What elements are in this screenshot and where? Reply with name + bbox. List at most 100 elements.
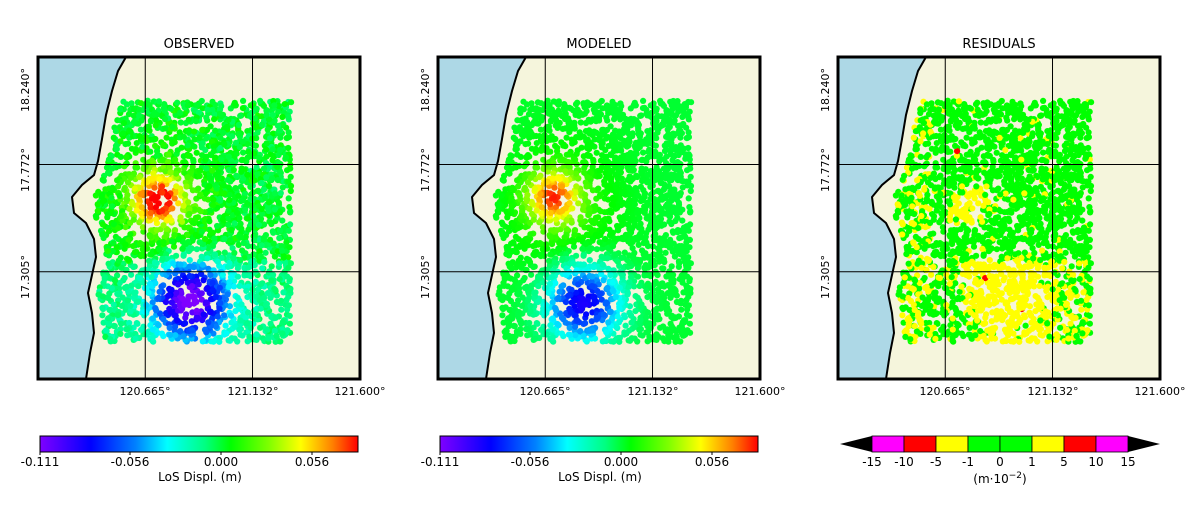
data-point <box>123 283 130 290</box>
data-point <box>612 293 619 300</box>
data-point <box>204 284 211 292</box>
data-point <box>679 184 686 191</box>
data-point <box>118 302 125 309</box>
data-point <box>125 288 132 295</box>
data-point <box>254 129 261 136</box>
data-point <box>217 299 224 307</box>
data-point <box>518 320 525 327</box>
data-point <box>280 254 287 261</box>
data-point <box>160 222 167 229</box>
data-point <box>606 218 613 225</box>
data-point <box>530 106 537 113</box>
data-point <box>177 119 184 126</box>
data-point <box>687 173 694 180</box>
data-point <box>650 142 657 149</box>
data-point <box>614 222 621 230</box>
data-point <box>138 100 145 107</box>
data-point <box>665 182 673 190</box>
data-point <box>574 147 581 154</box>
data-point <box>189 327 196 334</box>
data-point <box>559 207 566 214</box>
data-point <box>586 272 593 280</box>
data-point <box>193 118 200 125</box>
data-point <box>582 191 589 198</box>
data-point <box>266 212 273 219</box>
data-point <box>627 237 634 244</box>
data-point <box>616 305 623 312</box>
data-point <box>597 191 604 198</box>
data-point <box>531 249 538 256</box>
data-point <box>180 333 187 340</box>
data-point <box>671 102 678 109</box>
data-point <box>648 258 655 265</box>
data-point <box>676 276 683 283</box>
data-point <box>130 112 137 119</box>
data-point <box>538 100 545 107</box>
data-point <box>550 194 557 201</box>
data-point <box>257 253 264 260</box>
data-point <box>258 121 265 128</box>
data-point <box>166 200 173 207</box>
data-point <box>245 148 252 155</box>
data-point <box>547 209 554 217</box>
data-point <box>156 246 163 253</box>
data-point <box>250 189 257 196</box>
data-point <box>512 142 520 149</box>
data-point <box>172 332 179 339</box>
data-point <box>214 258 221 265</box>
data-point <box>196 172 203 179</box>
data-point <box>515 225 522 232</box>
data-point <box>521 186 528 193</box>
data-point <box>625 116 632 123</box>
x-tick-label: 121.132° <box>228 385 279 398</box>
data-point <box>625 337 632 344</box>
data-point <box>522 224 529 231</box>
data-point <box>211 235 218 242</box>
data-point <box>565 292 572 299</box>
data-point <box>235 121 242 128</box>
data-point <box>202 235 209 243</box>
data-point <box>600 311 607 318</box>
data-point <box>116 279 123 287</box>
data-point <box>632 185 639 192</box>
data-point <box>286 312 293 319</box>
data-point <box>121 274 128 282</box>
data-point <box>678 306 685 313</box>
data-point <box>191 143 198 150</box>
data-point <box>280 289 287 296</box>
y-tick-label: 18.240° <box>19 68 32 112</box>
data-point <box>675 199 682 206</box>
panel-observed: OBSERVED 18.240° 17.772° 17.305° 120.665… <box>19 37 386 398</box>
data-point <box>645 309 652 316</box>
data-point <box>238 157 245 164</box>
x-tick-label: 120.665° <box>120 385 171 398</box>
data-point <box>220 129 227 136</box>
data-point <box>125 111 133 118</box>
data-point <box>149 175 156 182</box>
data-point <box>225 166 232 174</box>
data-point <box>159 156 166 163</box>
data-point <box>94 207 101 214</box>
data-point <box>287 187 294 195</box>
data-point <box>196 290 203 297</box>
data-point <box>257 324 264 331</box>
data-point <box>193 149 200 156</box>
data-point <box>645 264 652 271</box>
data-point <box>532 146 539 154</box>
data-point <box>262 249 269 256</box>
data-point <box>603 165 610 172</box>
data-point <box>258 280 265 287</box>
data-point <box>545 257 553 264</box>
data-point <box>151 184 158 191</box>
data-point <box>119 294 126 301</box>
data-point <box>265 182 273 190</box>
data-point <box>233 172 240 179</box>
data-point <box>217 135 224 142</box>
data-point <box>568 299 575 306</box>
data-point <box>158 283 165 290</box>
data-point <box>237 317 244 324</box>
data-point <box>668 220 675 228</box>
data-point <box>596 134 603 141</box>
data-point <box>285 254 292 261</box>
data-point <box>546 280 553 287</box>
